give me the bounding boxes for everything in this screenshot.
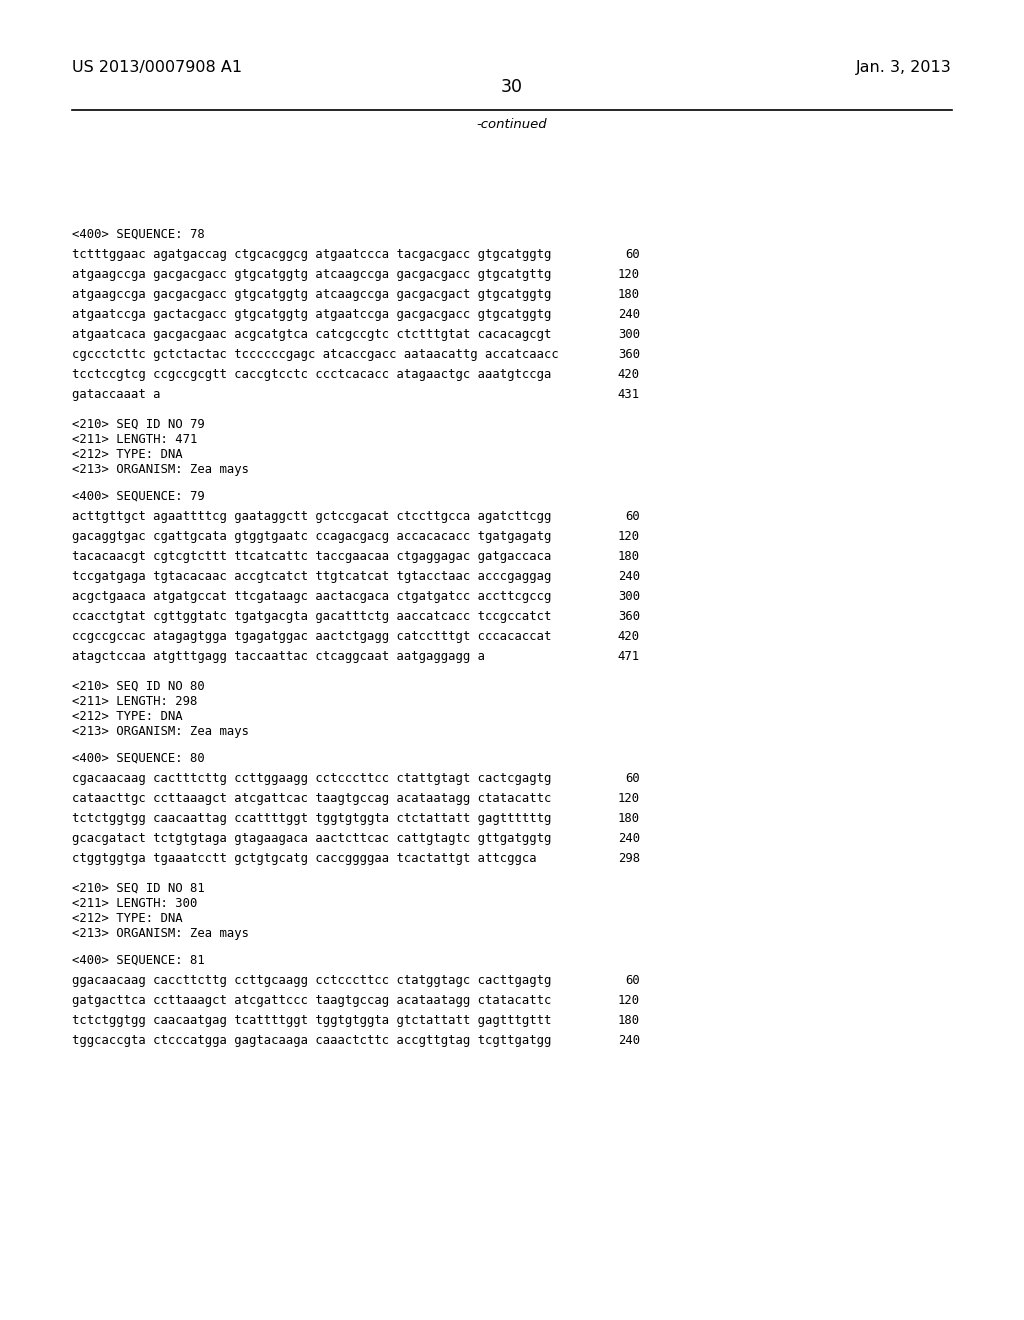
Text: <210> SEQ ID NO 79: <210> SEQ ID NO 79 <box>72 418 205 432</box>
Text: US 2013/0007908 A1: US 2013/0007908 A1 <box>72 59 242 75</box>
Text: 240: 240 <box>617 832 640 845</box>
Text: tctttggaac agatgaccag ctgcacggcg atgaatccca tacgacgacc gtgcatggtg: tctttggaac agatgaccag ctgcacggcg atgaatc… <box>72 248 551 261</box>
Text: <211> LENGTH: 298: <211> LENGTH: 298 <box>72 696 198 708</box>
Text: gcacgatact tctgtgtaga gtagaagaca aactcttcac cattgtagtc gttgatggtg: gcacgatact tctgtgtaga gtagaagaca aactctt… <box>72 832 551 845</box>
Text: <400> SEQUENCE: 79: <400> SEQUENCE: 79 <box>72 490 205 503</box>
Text: cgacaacaag cactttcttg ccttggaagg cctcccttcc ctattgtagt cactcgagtg: cgacaacaag cactttcttg ccttggaagg cctccct… <box>72 772 551 785</box>
Text: 300: 300 <box>617 590 640 603</box>
Text: 298: 298 <box>617 851 640 865</box>
Text: atgaatcaca gacgacgaac acgcatgtca catcgccgtc ctctttgtat cacacagcgt: atgaatcaca gacgacgaac acgcatgtca catcgcc… <box>72 327 551 341</box>
Text: 120: 120 <box>617 268 640 281</box>
Text: 120: 120 <box>617 531 640 543</box>
Text: <210> SEQ ID NO 80: <210> SEQ ID NO 80 <box>72 680 205 693</box>
Text: 360: 360 <box>617 348 640 360</box>
Text: 120: 120 <box>617 792 640 805</box>
Text: 60: 60 <box>626 772 640 785</box>
Text: 180: 180 <box>617 288 640 301</box>
Text: cataacttgc ccttaaagct atcgattcac taagtgccag acataatagg ctatacattc: cataacttgc ccttaaagct atcgattcac taagtgc… <box>72 792 551 805</box>
Text: atgaatccga gactacgacc gtgcatggtg atgaatccga gacgacgacc gtgcatggtg: atgaatccga gactacgacc gtgcatggtg atgaatc… <box>72 308 551 321</box>
Text: cgccctcttc gctctactac tccccccgagc atcaccgacc aataacattg accatcaacc: cgccctcttc gctctactac tccccccgagc atcacc… <box>72 348 559 360</box>
Text: acgctgaaca atgatgccat ttcgataagc aactacgaca ctgatgatcc accttcgccg: acgctgaaca atgatgccat ttcgataagc aactacg… <box>72 590 551 603</box>
Text: ccacctgtat cgttggtatc tgatgacgta gacatttctg aaccatcacc tccgccatct: ccacctgtat cgttggtatc tgatgacgta gacattt… <box>72 610 551 623</box>
Text: 180: 180 <box>617 1014 640 1027</box>
Text: ctggtggtga tgaaatcctt gctgtgcatg caccggggaa tcactattgt attcggca: ctggtggtga tgaaatcctt gctgtgcatg caccggg… <box>72 851 537 865</box>
Text: <213> ORGANISM: Zea mays: <213> ORGANISM: Zea mays <box>72 725 249 738</box>
Text: <400> SEQUENCE: 81: <400> SEQUENCE: 81 <box>72 954 205 968</box>
Text: 420: 420 <box>617 368 640 381</box>
Text: <212> TYPE: DNA: <212> TYPE: DNA <box>72 710 182 723</box>
Text: gacaggtgac cgattgcata gtggtgaatc ccagacgacg accacacacc tgatgagatg: gacaggtgac cgattgcata gtggtgaatc ccagacg… <box>72 531 551 543</box>
Text: 180: 180 <box>617 550 640 564</box>
Text: <210> SEQ ID NO 81: <210> SEQ ID NO 81 <box>72 882 205 895</box>
Text: 30: 30 <box>501 78 523 96</box>
Text: gatgacttca ccttaaagct atcgattccc taagtgccag acataatagg ctatacattc: gatgacttca ccttaaagct atcgattccc taagtgc… <box>72 994 551 1007</box>
Text: <213> ORGANISM: Zea mays: <213> ORGANISM: Zea mays <box>72 927 249 940</box>
Text: tggcaccgta ctcccatgga gagtacaaga caaactcttc accgttgtag tcgttgatgg: tggcaccgta ctcccatgga gagtacaaga caaactc… <box>72 1034 551 1047</box>
Text: atgaagccga gacgacgacc gtgcatggtg atcaagccga gacgacgact gtgcatggtg: atgaagccga gacgacgacc gtgcatggtg atcaagc… <box>72 288 551 301</box>
Text: 240: 240 <box>617 308 640 321</box>
Text: 240: 240 <box>617 570 640 583</box>
Text: <213> ORGANISM: Zea mays: <213> ORGANISM: Zea mays <box>72 463 249 477</box>
Text: <212> TYPE: DNA: <212> TYPE: DNA <box>72 447 182 461</box>
Text: tacacaacgt cgtcgtcttt ttcatcattc taccgaacaa ctgaggagac gatgaccaca: tacacaacgt cgtcgtcttt ttcatcattc taccgaa… <box>72 550 551 564</box>
Text: acttgttgct agaattttcg gaataggctt gctccgacat ctccttgcca agatcttcgg: acttgttgct agaattttcg gaataggctt gctccga… <box>72 510 551 523</box>
Text: 360: 360 <box>617 610 640 623</box>
Text: tctctggtgg caacaatgag tcattttggt tggtgtggta gtctattatt gagtttgttt: tctctggtgg caacaatgag tcattttggt tggtgtg… <box>72 1014 551 1027</box>
Text: 120: 120 <box>617 994 640 1007</box>
Text: 471: 471 <box>617 649 640 663</box>
Text: atgaagccga gacgacgacc gtgcatggtg atcaagccga gacgacgacc gtgcatgttg: atgaagccga gacgacgacc gtgcatggtg atcaagc… <box>72 268 551 281</box>
Text: tctctggtgg caacaattag ccattttggt tggtgtggta ctctattatt gagttttttg: tctctggtgg caacaattag ccattttggt tggtgtg… <box>72 812 551 825</box>
Text: 180: 180 <box>617 812 640 825</box>
Text: gataccaaat a: gataccaaat a <box>72 388 161 401</box>
Text: 60: 60 <box>626 510 640 523</box>
Text: 420: 420 <box>617 630 640 643</box>
Text: 240: 240 <box>617 1034 640 1047</box>
Text: <212> TYPE: DNA: <212> TYPE: DNA <box>72 912 182 925</box>
Text: -continued: -continued <box>477 117 547 131</box>
Text: ccgccgccac atagagtgga tgagatggac aactctgagg catcctttgt cccacaccat: ccgccgccac atagagtgga tgagatggac aactctg… <box>72 630 551 643</box>
Text: 300: 300 <box>617 327 640 341</box>
Text: tcctccgtcg ccgccgcgtt caccgtcctc ccctcacacc atagaactgc aaatgtccga: tcctccgtcg ccgccgcgtt caccgtcctc ccctcac… <box>72 368 551 381</box>
Text: <400> SEQUENCE: 78: <400> SEQUENCE: 78 <box>72 228 205 242</box>
Text: ggacaacaag caccttcttg ccttgcaagg cctcccttcc ctatggtagc cacttgagtg: ggacaacaag caccttcttg ccttgcaagg cctccct… <box>72 974 551 987</box>
Text: <400> SEQUENCE: 80: <400> SEQUENCE: 80 <box>72 752 205 766</box>
Text: 60: 60 <box>626 248 640 261</box>
Text: <211> LENGTH: 471: <211> LENGTH: 471 <box>72 433 198 446</box>
Text: atagctccaa atgtttgagg taccaattac ctcaggcaat aatgaggagg a: atagctccaa atgtttgagg taccaattac ctcaggc… <box>72 649 485 663</box>
Text: tccgatgaga tgtacacaac accgtcatct ttgtcatcat tgtacctaac acccgaggag: tccgatgaga tgtacacaac accgtcatct ttgtcat… <box>72 570 551 583</box>
Text: 60: 60 <box>626 974 640 987</box>
Text: Jan. 3, 2013: Jan. 3, 2013 <box>856 59 952 75</box>
Text: <211> LENGTH: 300: <211> LENGTH: 300 <box>72 898 198 909</box>
Text: 431: 431 <box>617 388 640 401</box>
